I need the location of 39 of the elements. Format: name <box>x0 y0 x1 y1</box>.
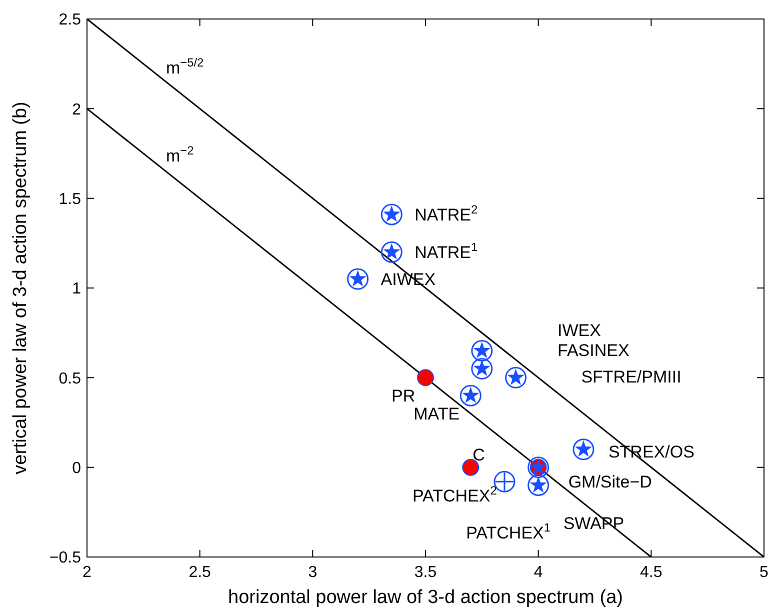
x-tick-label: 2 <box>82 564 92 581</box>
x-tick-label: 5 <box>760 564 769 581</box>
point <box>347 268 369 290</box>
x-tick-label: 4 <box>534 564 543 581</box>
annotation: PATCHEX$^{2}$ <box>412 484 498 506</box>
point <box>528 456 550 478</box>
y-axis-title: vertical power law of 3-d action spectrum (b) <box>10 102 31 474</box>
point <box>528 474 550 496</box>
y-tick-label: 0 <box>72 460 82 477</box>
x-tick-label: 4.5 <box>640 564 662 581</box>
annotation: m$^{−5/2}$ <box>166 56 204 78</box>
point <box>460 384 482 406</box>
y-tick-label: 0.5 <box>58 370 82 388</box>
annotation: IWEX <box>558 320 601 340</box>
x-tick-label: 3 <box>308 564 318 581</box>
point <box>471 340 493 362</box>
y-tick-label: −0.5 <box>49 550 82 567</box>
x-tick-label: 2.5 <box>188 564 212 581</box>
annotation: NATRE$^{1}$ <box>414 240 478 262</box>
point <box>380 241 402 263</box>
annotation: SFTRE/PMIII <box>581 368 682 387</box>
point <box>380 204 402 226</box>
annotation: NATRE$^{2}$ <box>414 202 478 224</box>
x-tick-label: 3.5 <box>414 564 437 581</box>
y-tick-label: 2 <box>72 101 82 118</box>
annotation: MATE <box>414 404 460 424</box>
annotation: FASINEX <box>558 340 630 360</box>
y-tick-label: 1.5 <box>58 190 82 208</box>
y-tick-label: 1 <box>72 280 82 298</box>
annotation: m$^{−2}$ <box>166 143 194 166</box>
annotation: C <box>472 445 485 464</box>
x-axis-title: horizontal power law of 3-d action spectrum (a) <box>228 587 623 608</box>
annotation: PR <box>392 386 416 406</box>
annotation: PATCHEX$^{1}$ <box>466 520 551 543</box>
annotation: GM/Site−D <box>568 472 652 492</box>
point <box>471 358 493 380</box>
point <box>417 369 434 386</box>
y-tick-label: 2.5 <box>58 12 82 29</box>
point <box>505 366 527 388</box>
